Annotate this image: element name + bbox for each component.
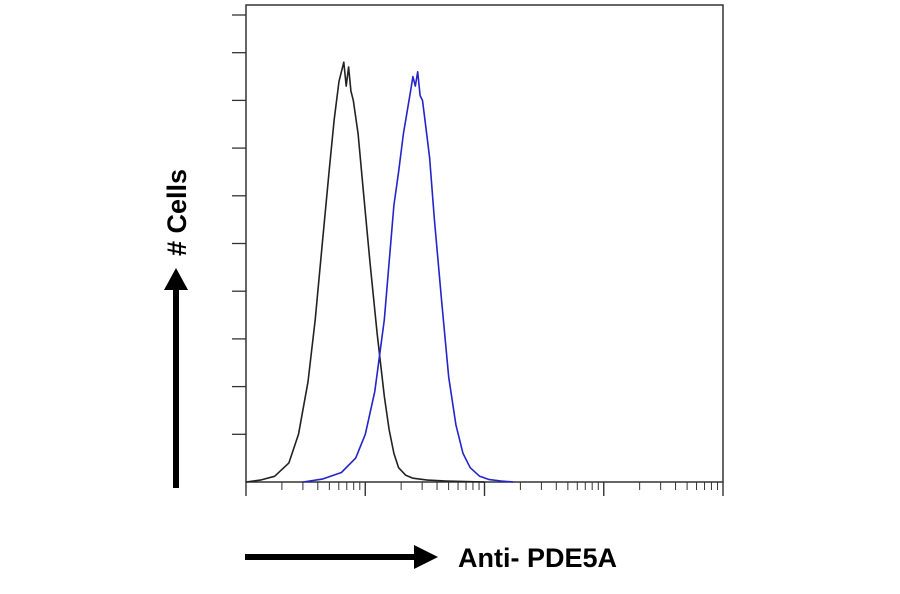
series-line-1	[245, 61, 485, 483]
y-axis-arrow	[164, 268, 188, 488]
plot-frame	[245, 4, 724, 483]
x-axis-ticks	[245, 482, 724, 496]
x-axis-arrow	[245, 545, 438, 569]
y-axis-label: # Cells	[162, 169, 192, 256]
series-layer	[245, 61, 514, 483]
series-line-2	[303, 71, 514, 483]
y-axis-ticks	[232, 14, 246, 435]
x-axis-label: Anti- PDE5A	[458, 543, 617, 573]
